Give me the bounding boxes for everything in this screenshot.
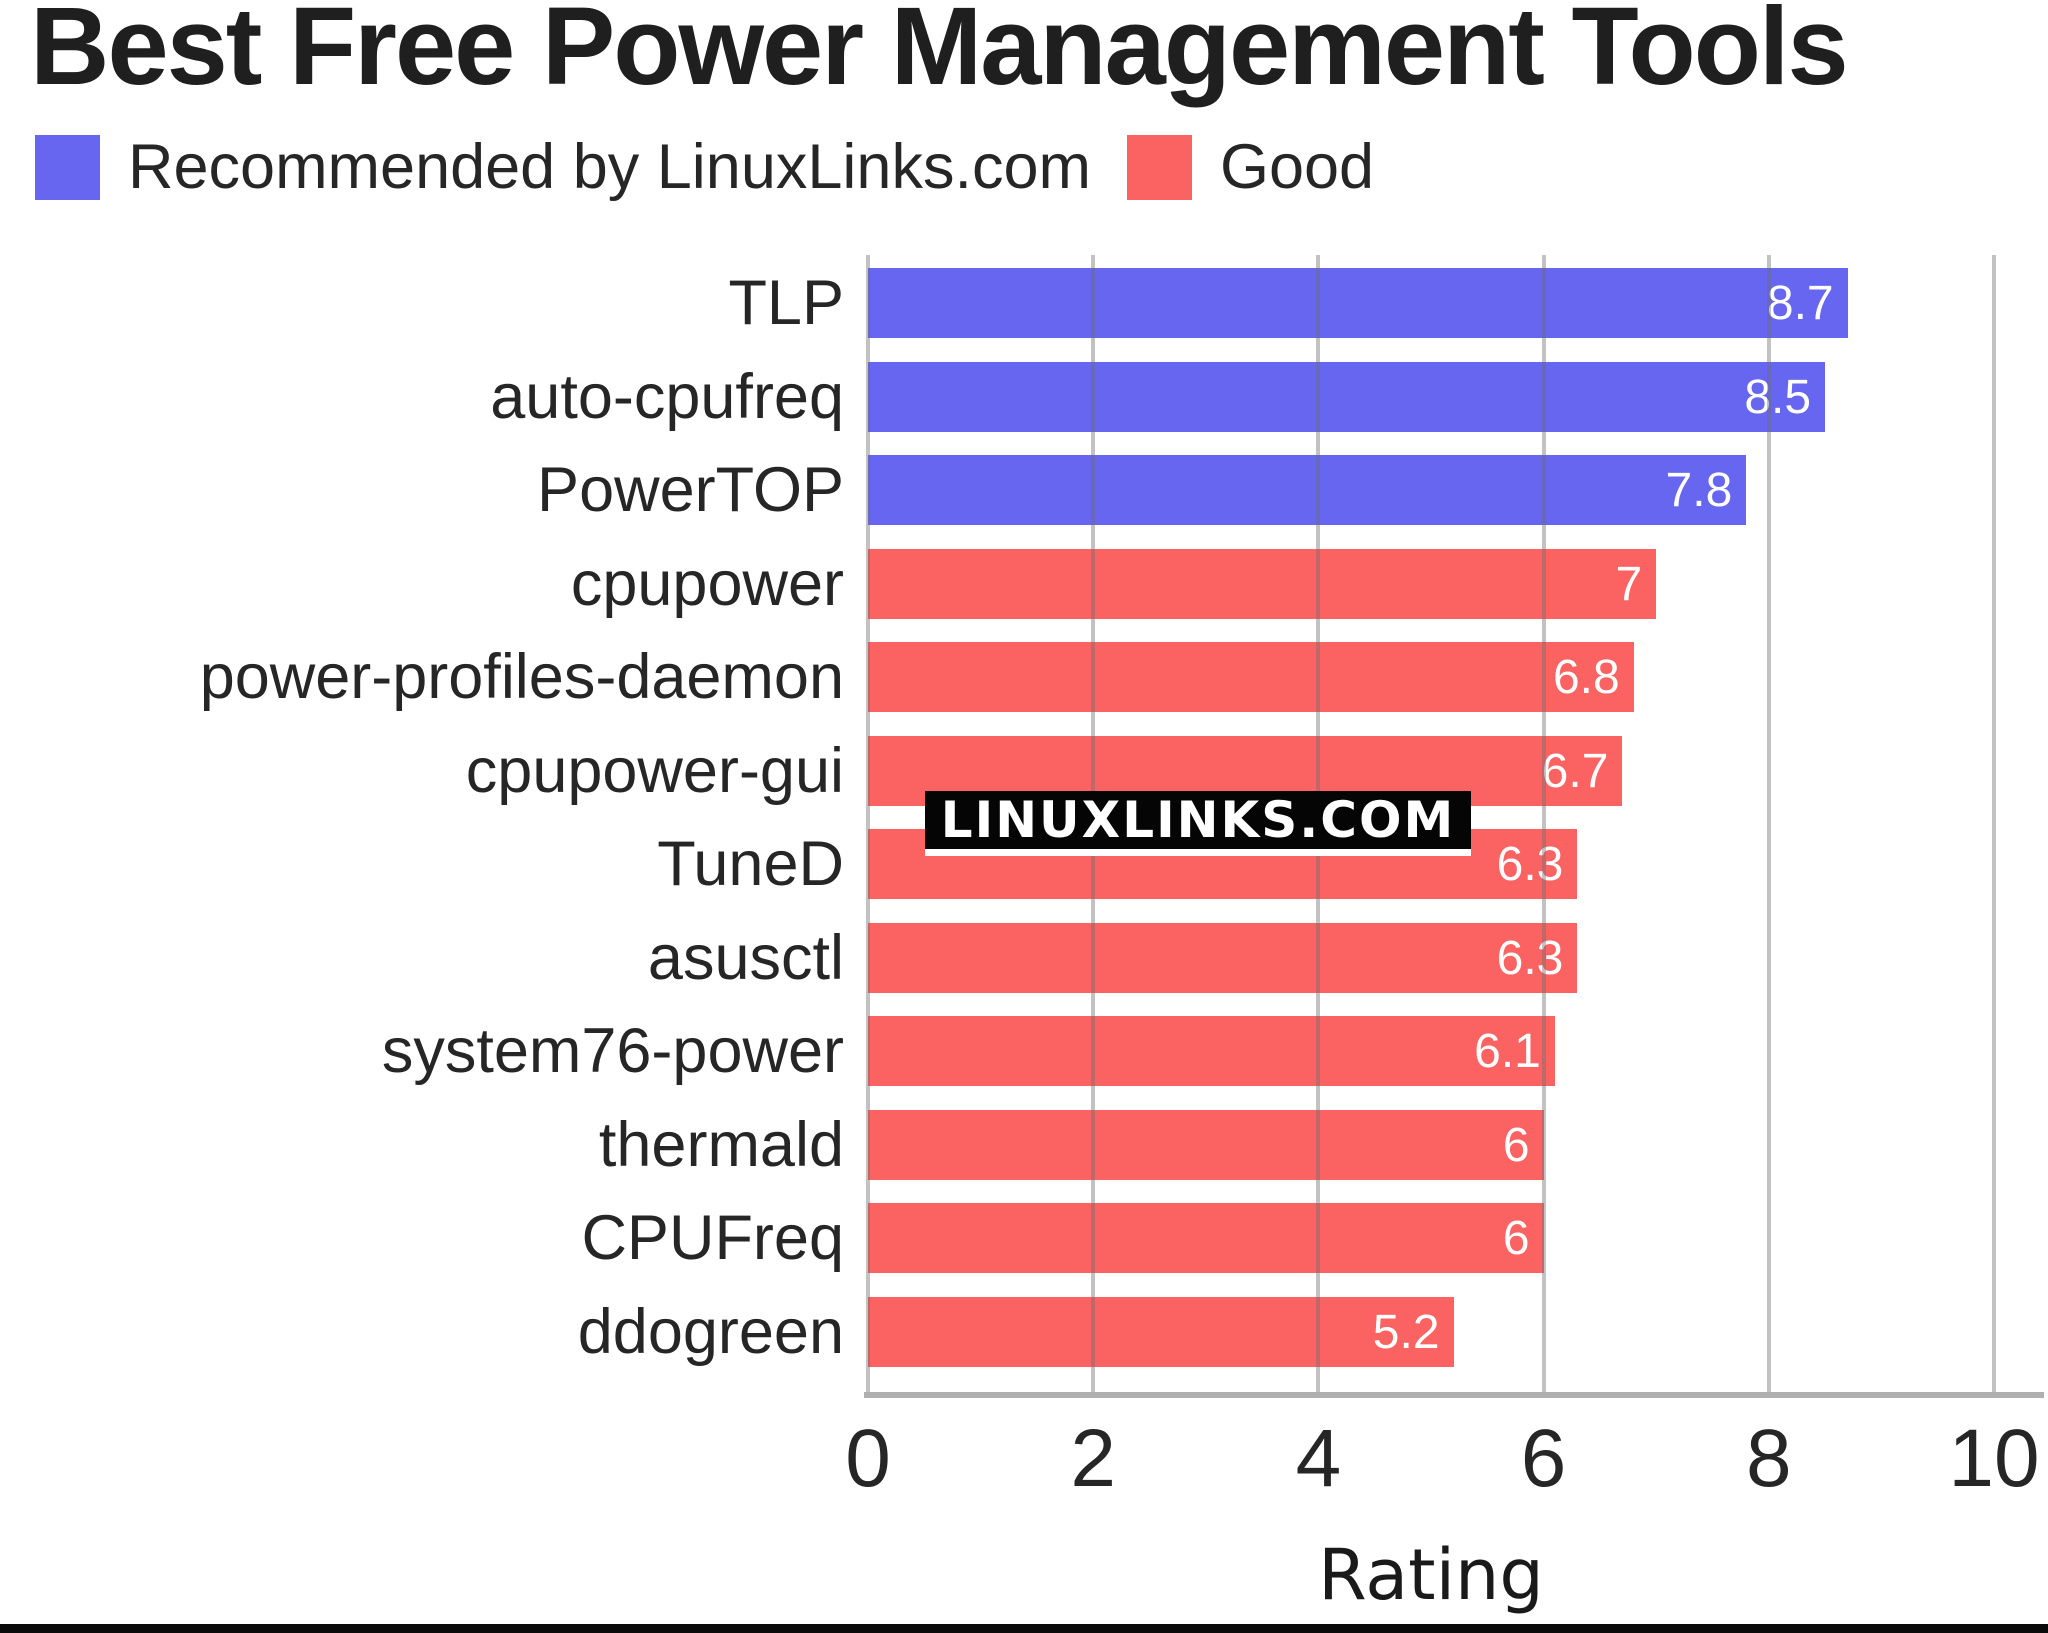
x-axis-line bbox=[864, 1392, 2044, 1398]
category-label-system76-power: system76-power bbox=[381, 1016, 844, 1086]
legend-label-good: Good bbox=[1219, 132, 1375, 202]
category-label-ddogreen: ddogreen bbox=[577, 1296, 844, 1367]
x-tick-label-0: 0 bbox=[845, 1413, 891, 1504]
category-label-thermald: thermald bbox=[598, 1109, 844, 1180]
bottom-border bbox=[0, 1624, 2048, 1633]
bar-thermald: 6 bbox=[868, 1109, 1544, 1180]
category-label-PowerTOP: PowerTOP bbox=[537, 455, 844, 525]
legend-swatch-recommended bbox=[35, 135, 100, 200]
plot-area: 8.7 8.5 7.8 7 6.8 6.7 6.3 6.3 6.1 6 6 5.2 bbox=[866, 255, 1996, 1395]
bar-CPUFreq: 6 bbox=[868, 1203, 1544, 1273]
gridline-10 bbox=[1992, 255, 1996, 1395]
bar-PowerTOP: 7.8 bbox=[868, 455, 1747, 525]
bar-value-label: 7.8 bbox=[1665, 464, 1733, 517]
bar-value-label: 6 bbox=[1502, 1212, 1530, 1265]
category-label-power-profiles-daemon: power-profiles-daemon bbox=[199, 642, 844, 712]
legend-swatch-good bbox=[1126, 135, 1192, 200]
gridline-8 bbox=[1766, 255, 1771, 1395]
x-axis-ticks: 0 2 4 6 8 10 bbox=[0, 1412, 2048, 1512]
category-label-TuneD: TuneD bbox=[657, 829, 844, 899]
category-label-CPUFreq: CPUFreq bbox=[581, 1203, 844, 1273]
bar-value-label: 6.8 bbox=[1552, 651, 1620, 704]
legend: Recommended by LinuxLinks.com Good bbox=[35, 135, 1374, 200]
x-tick-label-2: 2 bbox=[1070, 1413, 1116, 1504]
bar-value-label: 6.1 bbox=[1474, 1025, 1541, 1078]
category-label-cpupower: cpupower bbox=[570, 548, 844, 619]
bar-system76-power: 6.1 bbox=[868, 1016, 1555, 1086]
bar-power-profiles-daemon: 6.8 bbox=[868, 642, 1634, 712]
bar-value-label: 7 bbox=[1615, 557, 1643, 611]
bar-value-label: 6.7 bbox=[1541, 744, 1609, 798]
category-label-auto-cpufreq: auto-cpufreq bbox=[490, 361, 844, 432]
category-label-cpupower-gui: cpupower-gui bbox=[465, 735, 844, 806]
bar-auto-cpufreq: 8.5 bbox=[868, 361, 1826, 432]
chart-title: Best Free Power Management Tools bbox=[30, 0, 1849, 108]
bar-value-label: 6 bbox=[1502, 1118, 1530, 1172]
category-label-asusctl: asusctl bbox=[647, 922, 844, 993]
x-tick-label-8: 8 bbox=[1745, 1413, 1792, 1504]
x-axis-title: Rating bbox=[1318, 1534, 1544, 1616]
bar-value-label: 8.7 bbox=[1766, 277, 1834, 330]
bars-layer: 8.7 8.5 7.8 7 6.8 6.7 6.3 6.3 6.1 6 6 5.2 bbox=[868, 255, 1994, 1395]
x-tick-label-4: 4 bbox=[1295, 1413, 1342, 1504]
bar-value-label: 8.5 bbox=[1744, 370, 1812, 424]
legend-label-recommended: Recommended by LinuxLinks.com bbox=[128, 132, 1091, 202]
category-label-TLP: TLP bbox=[728, 268, 844, 338]
x-tick-label-10: 10 bbox=[1948, 1413, 2040, 1504]
bar-TLP: 8.7 bbox=[868, 268, 1848, 338]
bar-ddogreen: 5.2 bbox=[868, 1296, 1454, 1367]
bar-value-label: 6.3 bbox=[1496, 931, 1564, 985]
x-tick-label-6: 6 bbox=[1520, 1413, 1567, 1504]
bar-asusctl: 6.3 bbox=[868, 922, 1578, 993]
gridline-0 bbox=[866, 255, 870, 1395]
watermark-badge: LINUXLINKS.COM bbox=[925, 791, 1471, 856]
gridline-6 bbox=[1541, 255, 1546, 1395]
category-axis: TLP auto-cpufreq PowerTOP cpupower power-pro… bbox=[0, 255, 844, 1395]
bar-value-label: 6.3 bbox=[1496, 838, 1564, 891]
bar-cpupower: 7 bbox=[868, 548, 1657, 619]
bar-value-label: 5.2 bbox=[1372, 1305, 1440, 1359]
